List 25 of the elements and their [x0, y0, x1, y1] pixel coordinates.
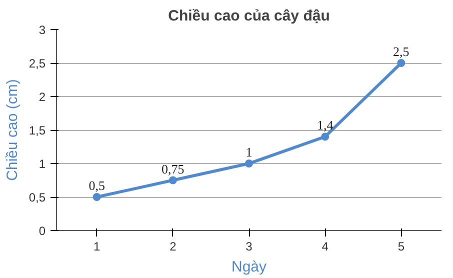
y-tick-label: 2	[38, 90, 46, 104]
data-label: 0,5	[88, 178, 105, 193]
data-label: 1,4	[316, 118, 334, 133]
x-tick-label: 1	[93, 240, 100, 254]
chart-title: Chiều cao của cây đậu	[168, 8, 330, 24]
point	[92, 193, 101, 201]
y-tick-label: 2,5	[28, 56, 46, 70]
y-axis-title: Chiều cao (cm)	[4, 79, 21, 181]
x-tick-label: 5	[398, 240, 405, 254]
data-label: 0,75	[162, 161, 184, 176]
x-tick-label: 4	[322, 240, 329, 254]
y-tick-label: 0	[38, 224, 46, 238]
data-label: 2,5	[393, 44, 410, 59]
x-axis-title: Ngày	[231, 258, 268, 276]
y-tick-label: 3	[38, 23, 46, 37]
point	[168, 176, 177, 184]
y-tick-label: 1	[38, 157, 46, 171]
x-tick-label: 3	[246, 240, 253, 254]
point	[397, 59, 406, 67]
point	[321, 132, 330, 141]
x-tick-label: 2	[170, 240, 177, 254]
point	[245, 160, 253, 168]
y-tick-label: 1,5	[28, 124, 46, 138]
data-label: 1	[246, 144, 252, 160]
y-tick-label: 0,5	[28, 190, 46, 204]
